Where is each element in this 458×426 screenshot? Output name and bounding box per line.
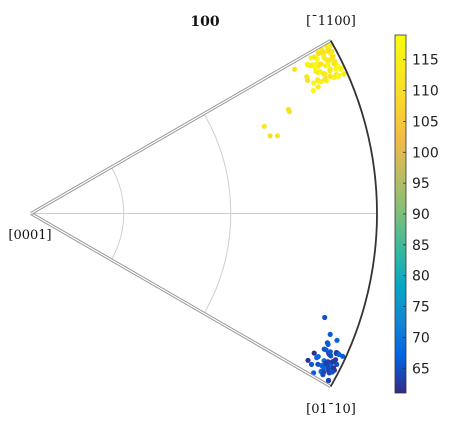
colorbar-tick-label: 115 [412, 53, 439, 69]
colorbar-tick-label: 65 [412, 361, 430, 377]
data-point [285, 106, 292, 113]
colorbar-tick-label: 75 [412, 300, 430, 316]
data-point [334, 337, 340, 343]
data-point [311, 350, 317, 356]
data-point [338, 66, 344, 73]
colorbar-tick-label: 70 [412, 330, 430, 346]
data-point [329, 369, 335, 375]
data-point [322, 71, 328, 77]
data-point [319, 362, 325, 369]
data-point [315, 354, 321, 360]
data-point [323, 360, 329, 366]
polar-grid [31, 113, 377, 314]
data-point [324, 44, 330, 50]
data-point [310, 88, 316, 94]
data-point [341, 71, 347, 77]
data-point [304, 61, 310, 67]
colorbar-tick-label: 110 [412, 84, 439, 100]
data-point [274, 133, 280, 139]
data-point [311, 80, 317, 86]
data-point [267, 133, 273, 139]
colorbar-tick-label: 100 [412, 145, 439, 161]
data-point [305, 77, 311, 83]
data-point [314, 61, 320, 67]
data-points [261, 43, 347, 384]
data-point [305, 357, 311, 363]
data-point [334, 361, 340, 367]
data-point [323, 63, 329, 69]
data-point [325, 378, 332, 384]
colorbar-tick-label: 85 [412, 238, 430, 254]
colorbar-tick-label: 90 [412, 207, 430, 223]
sector-edge-inner [30, 212, 331, 388]
data-point [261, 123, 267, 129]
data-point [321, 369, 327, 375]
data-point [308, 361, 315, 367]
corner-label-bottom: [01¯10] [306, 402, 356, 417]
data-point [327, 349, 333, 355]
data-point [311, 54, 317, 60]
colorbar-ticks: 65 70 75 80 85 90 95 100 105 110 115 [403, 53, 439, 377]
sector-edge-inner [30, 39, 331, 215]
data-point [322, 75, 328, 81]
data-point [312, 66, 318, 72]
data-point [321, 55, 327, 61]
chart-title: 100 [190, 14, 219, 30]
data-point [325, 341, 331, 347]
data-point [315, 84, 321, 90]
data-point [336, 351, 342, 358]
sector-boundary-arc [329, 40, 378, 387]
data-point [292, 66, 298, 72]
sector-outline [30, 39, 378, 388]
data-point [335, 72, 341, 79]
data-point [325, 58, 332, 64]
data-point [315, 51, 321, 57]
colorbar-tick-label: 95 [412, 176, 430, 192]
data-point [318, 79, 324, 85]
data-point [330, 365, 337, 371]
data-point [326, 47, 332, 54]
data-point [322, 314, 328, 321]
data-point [321, 346, 327, 352]
corner-label-top: [¯1100] [306, 14, 356, 29]
data-point [327, 68, 333, 74]
data-point [330, 54, 336, 60]
colorbar-tick-label: 80 [412, 269, 430, 285]
data-point [327, 73, 333, 79]
colorbar-tick-label: 105 [412, 114, 439, 130]
data-point [331, 61, 337, 67]
colorbar: 65 70 75 80 85 90 95 100 105 110 115 [394, 34, 439, 394]
corner-label-center: [0001] [8, 228, 51, 243]
data-point [330, 359, 336, 365]
data-point [327, 331, 333, 337]
